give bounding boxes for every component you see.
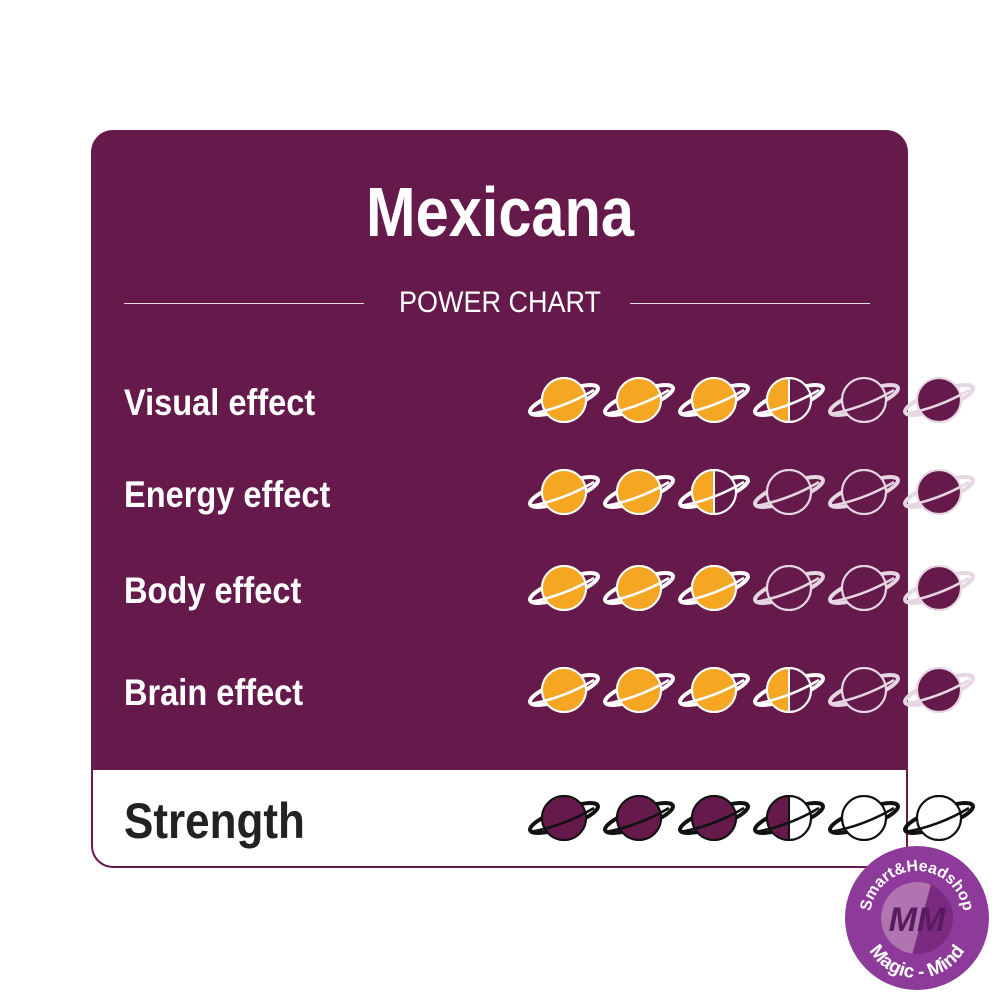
effect-label: Brain effect bbox=[124, 672, 304, 713]
planet-half-icon bbox=[753, 667, 825, 713]
planet-half-icon bbox=[753, 795, 825, 841]
rating-planets bbox=[526, 370, 986, 435]
planet-empty-icon bbox=[828, 469, 900, 515]
planet-empty-icon bbox=[903, 377, 975, 423]
planet-empty-icon bbox=[828, 667, 900, 713]
planet-empty-icon bbox=[753, 469, 825, 515]
planet-full-icon bbox=[603, 565, 675, 611]
strength-label: Strength bbox=[124, 793, 305, 849]
logo-monogram: MM bbox=[889, 901, 946, 939]
planet-full-icon bbox=[678, 377, 750, 423]
planet-full-icon bbox=[678, 565, 750, 611]
effect-label: Energy effect bbox=[124, 474, 331, 515]
planet-empty-icon bbox=[828, 377, 900, 423]
planet-empty-icon bbox=[903, 667, 975, 713]
planet-full-icon bbox=[528, 377, 600, 423]
planet-full-icon bbox=[603, 469, 675, 515]
rating-planets bbox=[526, 558, 986, 623]
planet-empty-icon bbox=[903, 469, 975, 515]
chart-subtitle: POWER CHART bbox=[398, 286, 602, 319]
planet-empty-icon bbox=[753, 565, 825, 611]
effect-label: Visual effect bbox=[124, 382, 316, 423]
strength-planets bbox=[526, 788, 986, 853]
planet-half-icon bbox=[753, 377, 825, 423]
rating-planets bbox=[526, 462, 986, 527]
planet-full-icon bbox=[603, 795, 675, 841]
planet-empty-icon bbox=[828, 565, 900, 611]
planet-full-icon bbox=[528, 469, 600, 515]
planet-full-icon bbox=[528, 795, 600, 841]
planet-empty-icon bbox=[828, 795, 900, 841]
planet-full-icon bbox=[528, 667, 600, 713]
planet-full-icon bbox=[603, 377, 675, 423]
rating-planets bbox=[526, 660, 986, 725]
planet-full-icon bbox=[678, 795, 750, 841]
effect-label: Body effect bbox=[124, 570, 302, 611]
planet-half-icon bbox=[678, 469, 750, 515]
divider-right bbox=[630, 303, 870, 304]
planet-full-icon bbox=[603, 667, 675, 713]
planet-full-icon bbox=[678, 667, 750, 713]
product-title: Mexicana bbox=[366, 173, 634, 251]
magic-mind-logo: MM Smart&Headshop Magic - Mind bbox=[845, 846, 989, 990]
planet-full-icon bbox=[528, 565, 600, 611]
divider-left bbox=[124, 303, 364, 304]
planet-empty-icon bbox=[903, 795, 975, 841]
planet-empty-icon bbox=[903, 565, 975, 611]
